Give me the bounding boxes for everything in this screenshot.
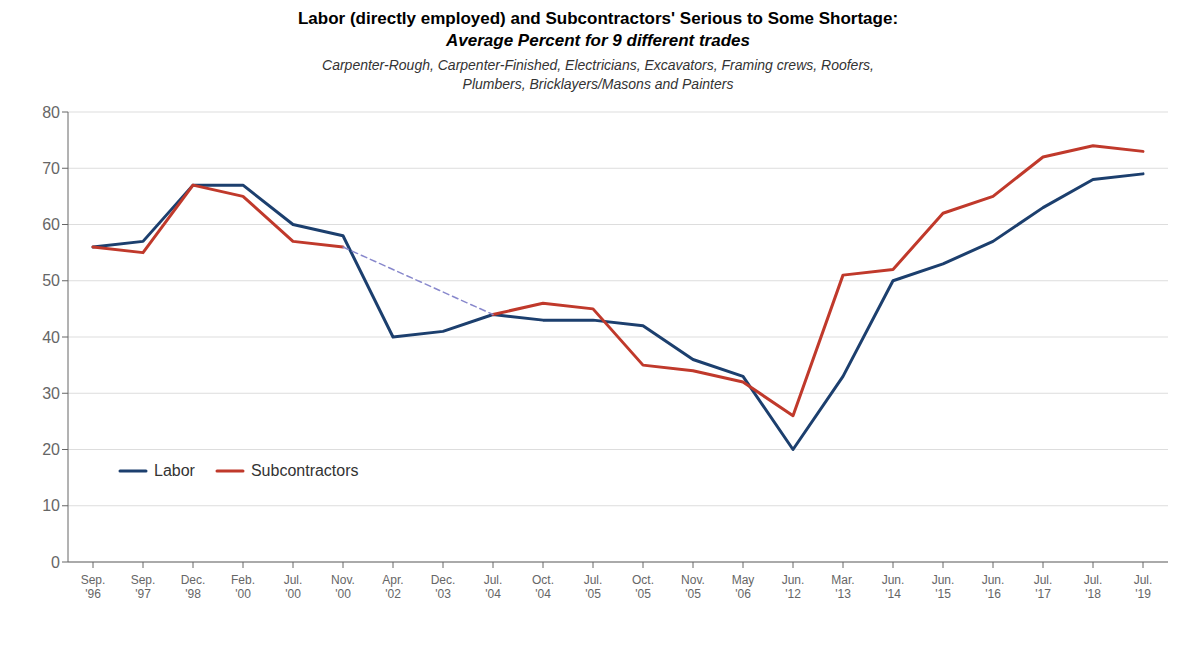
svg-text:Jul.'00: Jul.'00 bbox=[284, 573, 303, 601]
svg-text:Jul.'05: Jul.'05 bbox=[584, 573, 603, 601]
svg-text:Jul.'17: Jul.'17 bbox=[1034, 573, 1053, 601]
svg-text:80: 80 bbox=[42, 104, 60, 121]
svg-text:Feb.'00: Feb.'00 bbox=[231, 573, 255, 601]
svg-text:Dec.'98: Dec.'98 bbox=[181, 573, 206, 601]
svg-text:30: 30 bbox=[42, 385, 60, 402]
svg-text:10: 10 bbox=[42, 497, 60, 514]
svg-text:May'06: May'06 bbox=[732, 573, 755, 601]
svg-text:Oct.'04: Oct.'04 bbox=[532, 573, 554, 601]
html-text:Plumbers, Bricklayers/Masons a: Plumbers, Bricklayers/Masons and Painter… bbox=[462, 76, 734, 92]
svg-text:Jun.'14: Jun.'14 bbox=[882, 573, 905, 601]
svg-text:Dec.'03: Dec.'03 bbox=[431, 573, 456, 601]
svg-text:Jun.'12: Jun.'12 bbox=[782, 573, 805, 601]
svg-text:70: 70 bbox=[42, 160, 60, 177]
svg-text:0: 0 bbox=[51, 554, 60, 571]
svg-text:Jul.'18: Jul.'18 bbox=[1084, 573, 1103, 601]
svg-text:Oct.'05: Oct.'05 bbox=[632, 573, 654, 601]
svg-text:60: 60 bbox=[42, 216, 60, 233]
svg-text:Nov.'05: Nov.'05 bbox=[681, 573, 705, 601]
svg-text:Sep.'96: Sep.'96 bbox=[81, 573, 106, 601]
svg-text:Jun.'15: Jun.'15 bbox=[932, 573, 955, 601]
svg-text:Apr.'02: Apr.'02 bbox=[382, 573, 403, 601]
svg-text:Jul.'04: Jul.'04 bbox=[484, 573, 503, 601]
html-text:Carpenter-Rough, Carpenter-Fin: Carpenter-Rough, Carpenter-Finished, Ele… bbox=[322, 57, 874, 73]
svg-text:50: 50 bbox=[42, 272, 60, 289]
html-text:Subcontractors: Subcontractors bbox=[250, 462, 359, 479]
html-text:Labor (directly employed) and: Labor (directly employed) and Subcontrac… bbox=[298, 9, 898, 28]
svg-text:Jul.'19: Jul.'19 bbox=[1134, 573, 1153, 601]
svg-text:40: 40 bbox=[42, 329, 60, 346]
svg-text:Sep.'97: Sep.'97 bbox=[131, 573, 156, 601]
svg-text:Nov.'00: Nov.'00 bbox=[331, 573, 355, 601]
svg-text:Mar.'13: Mar.'13 bbox=[831, 573, 854, 601]
svg-text:20: 20 bbox=[42, 441, 60, 458]
svg-text:Jun.'16: Jun.'16 bbox=[982, 573, 1005, 601]
html-text:Labor: Labor bbox=[154, 462, 195, 479]
html-text:Average Percent for 9 differen: Average Percent for 9 different trades bbox=[446, 31, 750, 50]
